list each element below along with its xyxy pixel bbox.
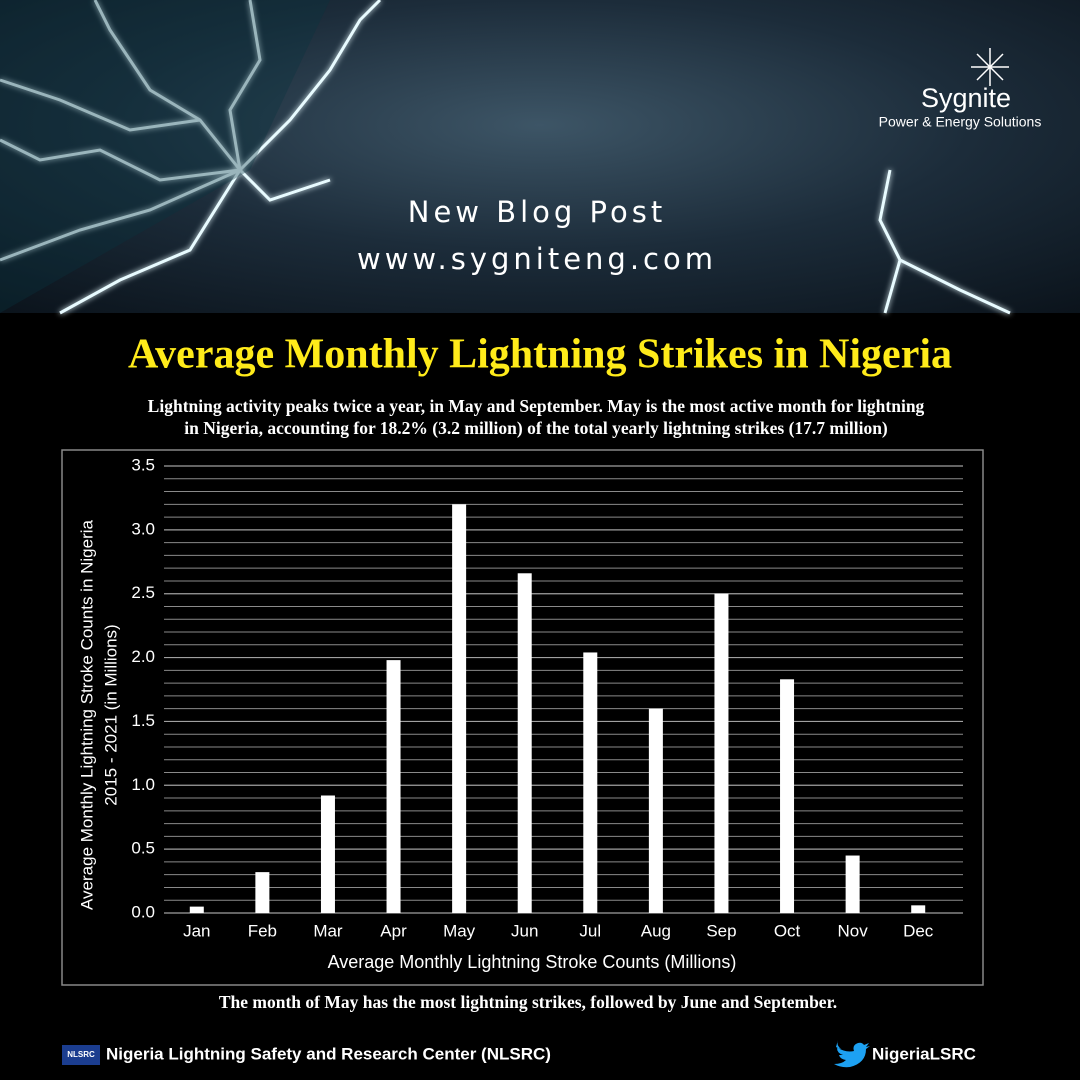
x-tick-label: Jan bbox=[183, 921, 210, 940]
footer-organization: Nigeria Lightning Safety and Research Ce… bbox=[106, 1044, 551, 1063]
x-tick-label: Oct bbox=[774, 921, 801, 940]
y-tick-label: 3.0 bbox=[131, 519, 155, 538]
bar bbox=[845, 855, 860, 913]
y-tick-label: 0.5 bbox=[131, 839, 155, 858]
banner-line: New Blog Post bbox=[408, 195, 666, 229]
y-tick-label: 2.5 bbox=[131, 583, 155, 602]
y-tick-label: 1.0 bbox=[131, 775, 155, 794]
x-tick-label: Aug bbox=[641, 921, 671, 940]
chart-frame bbox=[61, 449, 984, 986]
chart-subtitle: Lightning activity peaks twice a year, i… bbox=[148, 396, 925, 416]
y-tick-label: 2.0 bbox=[131, 647, 155, 666]
brand-name: Sygnite bbox=[921, 83, 1011, 113]
banner-shade bbox=[0, 0, 330, 313]
bar bbox=[648, 708, 663, 913]
chart-title: Average Monthly Lightning Strikes in Nig… bbox=[128, 332, 952, 378]
x-axis-title: Average Monthly Lightning Stroke Counts … bbox=[328, 952, 737, 972]
y-tick-label: 3.5 bbox=[131, 455, 155, 474]
brand-tagline: Power & Energy Solutions bbox=[879, 114, 1042, 130]
chart-subtitle: in Nigeria, accounting for 18.2% (3.2 mi… bbox=[184, 418, 888, 438]
x-tick-label: May bbox=[443, 921, 476, 940]
x-tick-label: Dec bbox=[903, 921, 934, 940]
twitter-icon bbox=[834, 1040, 870, 1068]
bar bbox=[780, 679, 795, 913]
x-tick-label: Sep bbox=[706, 921, 736, 940]
bar bbox=[255, 872, 270, 913]
bar bbox=[714, 593, 729, 913]
bar bbox=[517, 573, 532, 913]
nlsrc-logo bbox=[62, 1045, 100, 1065]
footer-twitter: NigeriaLSRC bbox=[872, 1044, 976, 1063]
x-tick-label: Mar bbox=[313, 921, 343, 940]
bar bbox=[320, 795, 335, 913]
bar bbox=[911, 905, 926, 913]
x-tick-label: Jun bbox=[511, 921, 538, 940]
nlsrc-logo-text: NLSRC bbox=[67, 1050, 95, 1059]
chart-caption: The month of May has the most lightning … bbox=[219, 992, 837, 1012]
bar bbox=[386, 660, 401, 913]
brand-logo-mark bbox=[971, 48, 1009, 86]
y-tick-label: 1.5 bbox=[131, 711, 155, 730]
bar bbox=[583, 652, 598, 913]
lightning-decoration bbox=[0, 0, 1011, 315]
bar bbox=[452, 504, 467, 913]
x-tick-label: Apr bbox=[380, 921, 407, 940]
x-tick-label: Nov bbox=[838, 921, 869, 940]
y-axis-title: 2015 - 2021 (in Millions) bbox=[101, 624, 120, 805]
bar bbox=[189, 906, 204, 913]
banner-line: www.sygniteng.com bbox=[357, 242, 717, 276]
x-tick-label: Feb bbox=[248, 921, 277, 940]
y-tick-label: 0.0 bbox=[131, 902, 155, 921]
y-axis-title: Average Monthly Lightning Stroke Counts … bbox=[77, 519, 96, 910]
x-tick-label: Jul bbox=[579, 921, 601, 940]
